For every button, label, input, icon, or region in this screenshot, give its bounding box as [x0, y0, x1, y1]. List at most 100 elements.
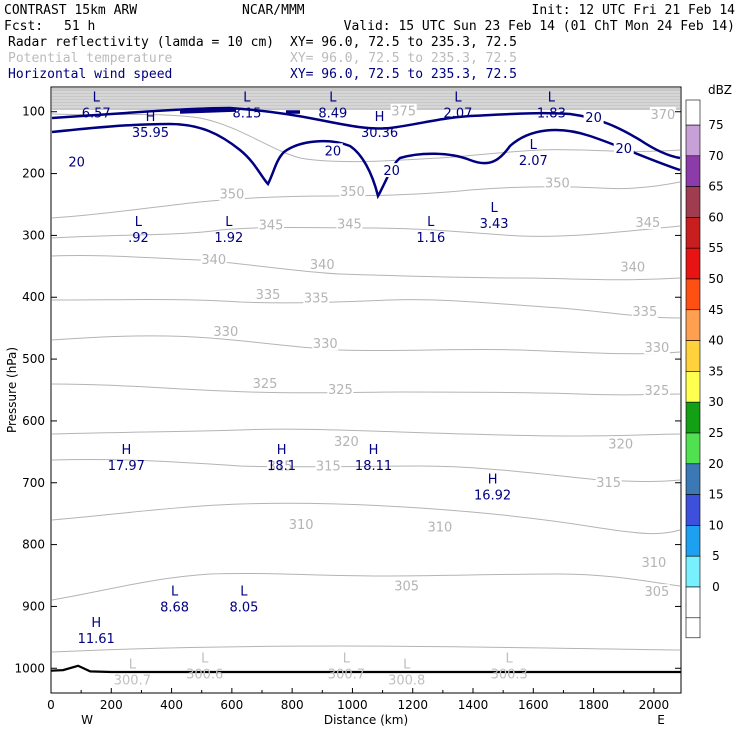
y-axis-label: Pressure (hPa) [5, 347, 19, 433]
colorbar-swatch [685, 586, 701, 619]
theta-contour-345 [51, 225, 681, 239]
theta-extremum-kind: L [506, 651, 514, 666]
colorbar-label: 35 [708, 364, 723, 378]
y-tick-label: 800 [22, 538, 45, 552]
x-tick-label: 200 [100, 698, 123, 712]
theta-label-bg [393, 578, 420, 593]
wind-extremum-value: 8.68 [160, 600, 189, 615]
wind-contour-20-upper [51, 106, 681, 160]
wind-extremum-kind: L [135, 215, 143, 230]
colorbar-label: 65 [708, 180, 723, 194]
theta-label: 350 [545, 176, 570, 191]
wind-extremum-value: 8.15 [232, 106, 261, 121]
theta-label-bg [255, 286, 282, 301]
theta-label: 320 [334, 435, 359, 450]
wind-extremum-value: 30.36 [361, 126, 398, 141]
theta-label: 315 [316, 460, 341, 475]
wind-label-bg [322, 143, 343, 158]
theta-label-bg [309, 257, 336, 272]
theta-label: 325 [253, 377, 278, 392]
x-tick-label: 400 [160, 698, 183, 712]
theta-label: 305 [644, 585, 669, 600]
y-tick-label: 1000 [14, 661, 45, 675]
theta-label: 330 [313, 337, 338, 352]
x-tick-label: 1400 [458, 698, 489, 712]
wind-extremum-value: .92 [128, 231, 149, 246]
theta-extremum-value: 300.3 [491, 667, 528, 682]
colorbar-swatch [685, 401, 701, 434]
center-label: NCAR/MMM [242, 3, 305, 18]
theta-contour-340 [51, 254, 681, 281]
wind-extremum-kind: L [243, 90, 251, 105]
y-tick-label: 200 [22, 167, 45, 181]
x-end-label-west: W [81, 713, 93, 727]
wind-extremum-value: 17.97 [108, 459, 145, 474]
theta-extremum-kind: L [129, 657, 137, 672]
theta-extremum-value: 300.8 [388, 673, 425, 688]
colorbar-swatch [685, 186, 701, 218]
colorbar-label: 75 [708, 118, 723, 132]
theta-extremum-kind: L [201, 651, 209, 666]
theta-label-bg [315, 458, 342, 473]
theta-label: 325 [328, 383, 353, 398]
wind-extremum-kind: H [121, 443, 131, 458]
field-3-xy: XY= 96.0, 72.5 to 235.3, 72.5 [290, 67, 517, 82]
theta-label: 315 [268, 460, 293, 475]
theta-label: 315 [596, 476, 621, 491]
theta-label-bg [336, 216, 363, 231]
wind-extremum-value: 1.16 [416, 231, 445, 246]
theta-contour-300 [51, 645, 681, 653]
x-tick-label: 2000 [639, 698, 670, 712]
theta-contour-335 [51, 299, 681, 319]
theta-label-bg [339, 184, 366, 199]
theta-contour-305 [51, 572, 681, 601]
wind-extremum-value: 2.07 [443, 106, 472, 121]
theta-label-bg [619, 259, 646, 274]
theta-label: 350 [219, 188, 244, 203]
colorbar-label: 15 [708, 488, 723, 502]
theta-label-bg [267, 458, 294, 473]
colorbar-swatch [685, 99, 701, 126]
wind-extremum-value: 18.11 [355, 459, 392, 474]
fcst-value: 51 h [64, 19, 95, 34]
x-axis-label: Distance (km) [324, 713, 408, 727]
colorbar-swatch [685, 155, 701, 187]
theta-label-bg [390, 103, 417, 118]
init-time: Init: 12 UTC Fri 21 Feb 14 [532, 3, 736, 18]
theta-label: 325 [644, 384, 669, 399]
field-1-xy: XY= 96.0, 72.5 to 235.3, 72.5 [290, 35, 517, 50]
wind-label-bg [66, 154, 87, 169]
theta-label: 335 [632, 305, 657, 320]
y-tick-label: 100 [22, 105, 45, 119]
theta-label-bg [643, 383, 670, 398]
field-2-name: Potential temperature [8, 51, 173, 66]
colorbar-label: 70 [708, 149, 723, 163]
theta-extremum-kind: L [343, 651, 351, 666]
theta-label-bg [631, 304, 658, 319]
colorbar-label: 60 [708, 210, 723, 224]
theta-contour-labels: 350 350 350 345 345 345 340 340 340 335 335 335 330 3… [200, 103, 676, 600]
theta-label: 335 [304, 291, 329, 306]
theta-contour-320 [51, 428, 681, 437]
theta-label-bg [640, 555, 667, 570]
colorbar-label: 5 [712, 549, 720, 563]
theta-label: 340 [620, 261, 645, 276]
theta-label: 305 [394, 580, 419, 595]
x-tick-label: 1800 [578, 698, 609, 712]
x-end-label-east: E [657, 713, 665, 727]
theta-label: 345 [337, 217, 362, 232]
terrain-surface [50, 664, 681, 674]
theta-label: 330 [213, 325, 238, 340]
theta-label-bg [200, 252, 227, 267]
theta-extremum-value: 300.7 [328, 667, 365, 682]
colorbar-swatch [685, 309, 701, 341]
wind-extremum-kind: H [277, 443, 287, 458]
theta-label-bg [643, 339, 670, 354]
theta-label: 345 [635, 216, 660, 231]
theta-label-bg [312, 336, 339, 351]
colorbar-label: 30 [708, 395, 723, 409]
theta-label-bg [212, 323, 239, 338]
